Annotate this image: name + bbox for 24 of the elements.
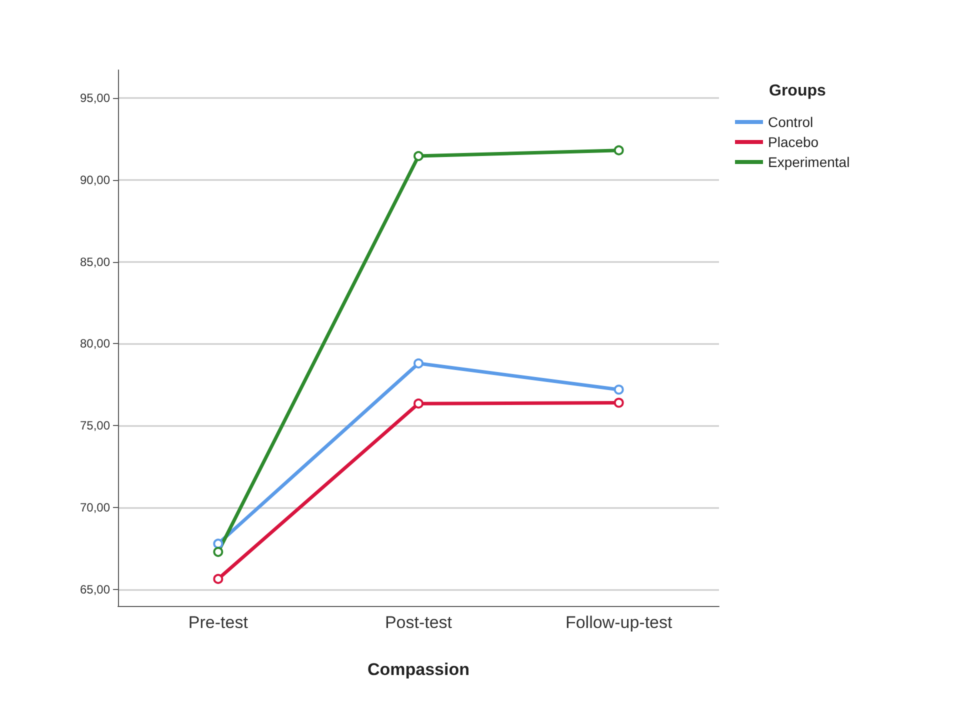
x-tick-label: Pre-test [188, 613, 248, 632]
point [414, 358, 424, 368]
point [414, 398, 424, 409]
legend-label: Placebo [768, 134, 819, 150]
point [213, 538, 224, 549]
x-tick-label: Post-test [384, 613, 452, 632]
y-tick-label: 95,00 [80, 90, 110, 105]
y-tick-label: 70,00 [80, 500, 110, 515]
point [213, 546, 224, 557]
legend-label: Control [768, 114, 814, 130]
point [614, 398, 624, 408]
legend-label: Experimental [768, 154, 850, 170]
y-tick-label: 80,00 [80, 336, 110, 351]
point [614, 384, 624, 395]
x-axis-title: Compassion [367, 660, 470, 679]
legend-title: Groups [769, 82, 826, 100]
x-tick-label: Follow-up-test [565, 613, 672, 632]
y-tick-label: 85,00 [80, 254, 110, 269]
y-tick-label: 65,00 [80, 582, 110, 597]
point [213, 574, 224, 584]
point [614, 145, 624, 156]
y-tick-label: 75,00 [80, 418, 110, 433]
point [414, 151, 424, 162]
y-tick-label: 90,00 [80, 172, 110, 187]
